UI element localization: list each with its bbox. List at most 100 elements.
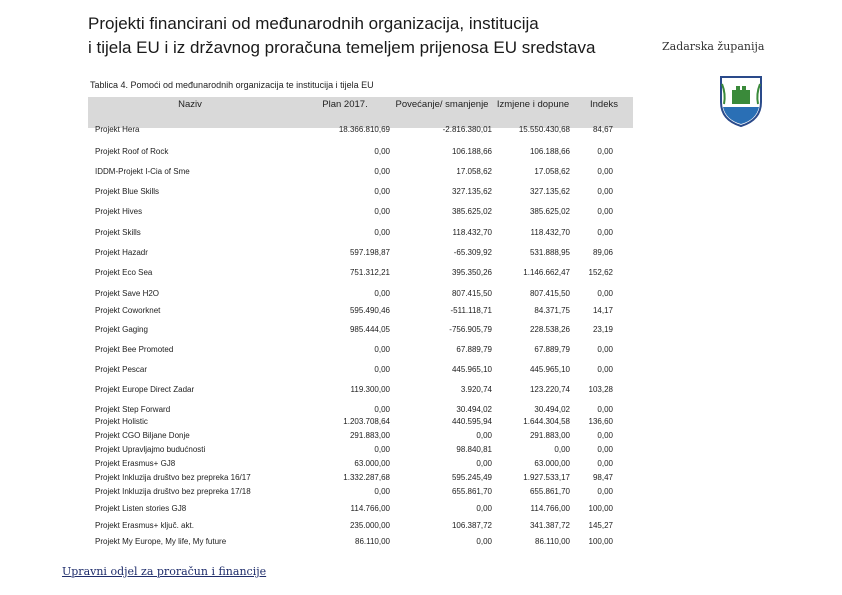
row-name: Projekt Holistic <box>95 417 148 426</box>
row-value: 235.000,00 <box>349 521 390 530</box>
row-value: 0,00 <box>597 431 613 440</box>
row-value: 103,28 <box>588 385 613 394</box>
row-name: Projekt Hazadr <box>95 248 148 257</box>
row-value: 1.644.304,58 <box>523 417 570 426</box>
row-value: 0,00 <box>597 167 613 176</box>
row-value: 655.861,70 <box>451 487 492 496</box>
row-name: Projekt Listen stories GJ8 <box>95 504 187 513</box>
footer-link[interactable]: Upravni odjel za proračun i financije <box>62 565 267 578</box>
row-name: Projekt Bee Promoted <box>95 345 174 354</box>
row-value: 0,00 <box>597 289 613 298</box>
row-value: 395.350,26 <box>451 268 492 277</box>
row-value: -2.816.380,01 <box>442 125 492 134</box>
row-value: 595.490,46 <box>349 306 390 315</box>
row-value: -65.309,92 <box>453 248 492 257</box>
row-value: 118.432,70 <box>452 228 492 237</box>
row-name: Projekt Coworknet <box>95 306 161 315</box>
title-line: Projekti financirani od međunarodnih org… <box>88 14 539 33</box>
row-value: 0,00 <box>374 405 390 414</box>
row-value: 114.766,00 <box>530 504 570 513</box>
row-value: 119.300,00 <box>350 385 390 394</box>
row-value: 807.415,50 <box>529 289 570 298</box>
row-name: Projekt Save H2O <box>95 289 160 298</box>
row-value: 0,00 <box>476 504 492 513</box>
row-value: 445.965,10 <box>451 365 492 374</box>
row-value: 597.198,87 <box>349 248 390 257</box>
row-name: Projekt Hera <box>95 125 140 134</box>
row-value: 100,00 <box>588 504 613 513</box>
row-value: 84,67 <box>592 125 613 134</box>
row-value: 0,00 <box>374 187 390 196</box>
row-value: 0,00 <box>374 365 390 374</box>
row-value: 123.220,74 <box>529 385 570 394</box>
row-value: 118.432,70 <box>530 228 570 237</box>
row-value: 0,00 <box>597 405 613 414</box>
row-value: 63.000,00 <box>534 459 570 468</box>
row-value: 385.625,02 <box>451 207 492 216</box>
row-name: Projekt Erasmus+ ključ. akt. <box>95 521 194 530</box>
row-value: 67.889,79 <box>456 345 492 354</box>
row-value: 0,00 <box>374 445 390 454</box>
crest <box>720 76 762 128</box>
row-value: 89,06 <box>592 248 613 257</box>
row-value: 0,00 <box>374 289 390 298</box>
row-value: 23,19 <box>592 325 613 334</box>
row-value: 1.332.287,68 <box>343 473 390 482</box>
row-value: 445.965,10 <box>529 365 570 374</box>
row-name: Projekt Inkluzija društvo bez prepreka 1… <box>95 487 251 496</box>
row-value: 751.312,21 <box>349 268 390 277</box>
row-value: 0,00 <box>374 228 390 237</box>
row-value: 985.444,05 <box>349 325 390 334</box>
row-name: Projekt Hives <box>95 207 143 216</box>
row-value: 106.387,72 <box>451 521 492 530</box>
row-value: 0,00 <box>597 147 613 156</box>
row-value: 0,00 <box>597 345 613 354</box>
row-value: 595.245,49 <box>451 473 492 482</box>
row-value: 0,00 <box>597 445 613 454</box>
row-value: 0,00 <box>476 431 492 440</box>
header-cell: Povećanje/ smanjenje <box>395 99 489 110</box>
row-value: 0,00 <box>374 487 390 496</box>
row-name: Projekt Pescar <box>95 365 148 374</box>
row-value: 0,00 <box>597 365 613 374</box>
row-value: 0,00 <box>374 207 390 216</box>
row-name: Projekt Roof of Rock <box>95 147 169 156</box>
row-value: 98.840,81 <box>456 445 492 454</box>
header-cell: Indeks <box>590 99 618 110</box>
row-value: 3.920,74 <box>460 385 492 394</box>
row-value: 30.494,02 <box>534 405 570 414</box>
row-value: 0,00 <box>374 147 390 156</box>
brand: Zadarska županija <box>662 40 765 53</box>
row-value: 98,47 <box>592 473 613 482</box>
row-value: 341.387,72 <box>529 521 570 530</box>
row-value: 1.927.533,17 <box>523 473 570 482</box>
row-value: 152,62 <box>588 268 613 277</box>
row-name: IDDM-Projekt I-Cia of Sme <box>95 167 190 176</box>
table-caption: Tablica 4. Pomoći od međunarodnih organi… <box>90 80 374 90</box>
row-value: 327.135,62 <box>451 187 492 196</box>
title-line: i tijela EU i iz državnog proračuna teme… <box>88 38 596 57</box>
row-value: -756.905,79 <box>449 325 492 334</box>
row-value: 84.371,75 <box>534 306 570 315</box>
row-name: Projekt Europe Direct Zadar <box>95 385 195 394</box>
row-value: 0,00 <box>597 228 613 237</box>
row-value: 0,00 <box>374 345 390 354</box>
row-value: 1.203.708,64 <box>343 417 390 426</box>
row-value: 106.188,66 <box>529 147 570 156</box>
row-value: 114.766,00 <box>350 504 390 513</box>
row-value: 0,00 <box>597 207 613 216</box>
row-value: 86.110,00 <box>535 537 570 546</box>
row-value: 18.366.810,69 <box>338 125 390 134</box>
header-cell: Izmjene i dopune <box>496 99 570 110</box>
header-cell: Plan 2017. <box>322 99 368 110</box>
row-value: 100,00 <box>588 537 613 546</box>
row-value: 0,00 <box>374 167 390 176</box>
row-name: Projekt Step Forward <box>95 405 171 414</box>
row-value: 0,00 <box>554 445 570 454</box>
row-value: 1.146.662,47 <box>523 268 570 277</box>
row-value: 0,00 <box>476 537 492 546</box>
header-cell: Naziv <box>178 99 202 110</box>
row-value: 440.595,94 <box>451 417 492 426</box>
row-value: 67.889,79 <box>534 345 570 354</box>
